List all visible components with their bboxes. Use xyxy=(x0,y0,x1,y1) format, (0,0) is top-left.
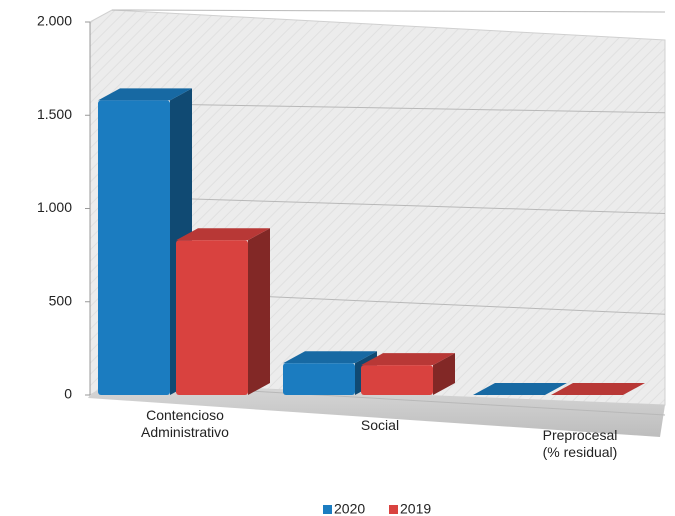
bar-front xyxy=(176,240,248,395)
bar xyxy=(176,228,270,395)
bar-top xyxy=(176,228,270,241)
y-tick-label: 2.000 xyxy=(37,13,72,29)
bar-front xyxy=(98,100,170,395)
legend-label: 2019 xyxy=(400,501,431,516)
grid-line xyxy=(111,102,666,114)
legend-swatch xyxy=(389,505,398,514)
grid-line xyxy=(111,196,666,214)
bar-top xyxy=(361,353,455,366)
y-tick-label: 500 xyxy=(49,292,73,308)
x-tick-label: Social xyxy=(360,417,400,433)
bar-top xyxy=(551,383,645,395)
bar xyxy=(551,383,645,395)
bar-top xyxy=(98,88,192,101)
bar xyxy=(361,353,455,395)
bar-top xyxy=(283,351,377,364)
bar-front xyxy=(361,365,433,395)
bar xyxy=(473,383,567,395)
legend-label: 2020 xyxy=(334,501,365,516)
bar-side xyxy=(433,353,455,395)
x-tick-label: Preprocesal (% residual) xyxy=(542,427,618,460)
floor xyxy=(88,383,665,437)
y-tick-label: 1.500 xyxy=(37,106,72,122)
bar-front xyxy=(283,363,355,395)
x-tick-label: Contencioso Administrativo xyxy=(141,407,229,440)
grid-line xyxy=(111,9,666,13)
y-tick-label: 1.000 xyxy=(37,199,72,215)
legend-swatch xyxy=(323,505,332,514)
bar-side xyxy=(248,228,270,395)
bar-top xyxy=(473,383,567,395)
y-tick-label: 0 xyxy=(64,386,72,402)
